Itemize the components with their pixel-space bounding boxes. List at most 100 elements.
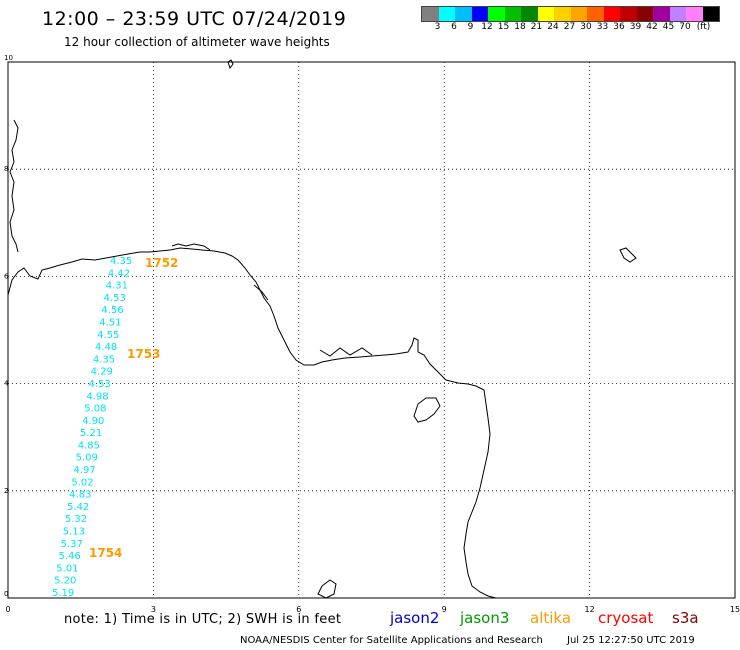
wave-height-label: 5.19 [52, 588, 74, 599]
wave-height-label: 5.01 [56, 563, 78, 574]
wave-height-label: 5.02 [71, 477, 93, 488]
legend-swatch [504, 7, 521, 21]
legend-label: 36 [613, 22, 625, 32]
wave-height-label: 5.08 [84, 404, 106, 415]
wave-height-label: 5.21 [80, 428, 102, 439]
wave-height-label: 5.42 [67, 502, 89, 513]
wave-height-label: 4.53 [89, 379, 111, 390]
cuba-islet [317, 579, 337, 599]
wave-height-label: 4.90 [82, 416, 104, 427]
satellite-altika: altika [530, 609, 572, 627]
legend-label: 33 [596, 22, 609, 32]
coastline-florida-bend [9, 119, 19, 253]
x-tick-label: 15 [730, 605, 740, 614]
legend-swatch [537, 7, 554, 21]
y-tick-label: 8 [4, 165, 8, 173]
legend-swatch [554, 7, 571, 21]
legend-label: 24 [547, 22, 559, 32]
legend-swatch [455, 7, 472, 21]
wave-height-label: 4.97 [73, 465, 95, 476]
satellite-s3a: s3a [672, 609, 699, 627]
legend-swatch [620, 7, 637, 21]
y-tick-label: 0 [4, 590, 8, 598]
small-island-top [227, 59, 234, 70]
pass-time-label: 1754 [89, 546, 122, 560]
legend-label: 27 [563, 22, 576, 32]
legend-swatch [603, 7, 620, 21]
wave-height-label: 4.55 [97, 330, 119, 341]
chart-title: 12:00 – 23:59 UTC 07/24/2019 [42, 8, 347, 30]
legend-swatch [636, 7, 653, 21]
pass-time-label: 1753 [127, 347, 160, 361]
satellite-jason2: jason2 [390, 609, 440, 627]
legend-label: 42 [646, 22, 658, 32]
legend-swatch [653, 7, 670, 21]
x-tick-label: 0 [5, 605, 10, 614]
wave-height-label: 5.37 [61, 539, 83, 550]
footnote: note: 1) Time is in UTC; 2) SWH is in fe… [64, 612, 342, 627]
pass-time-label: 1752 [145, 256, 178, 270]
y-tick-label: 10 [4, 54, 13, 62]
wave-height-label: 5.20 [54, 576, 76, 587]
wave-height-label: 4.53 [104, 293, 126, 304]
time-labels: 1752 1753 1754 [89, 256, 178, 560]
legend-label: 39 [629, 22, 642, 32]
legend-swatch [422, 7, 439, 21]
wave-height-label: 4.83 [69, 490, 91, 501]
coast-notch-2 [253, 284, 269, 301]
wave-height-color-legend [421, 6, 720, 22]
legend-label: (ft) [696, 22, 711, 32]
legend-swatch [438, 7, 455, 21]
legend-label: 15 [497, 22, 510, 32]
legend-swatch [686, 7, 703, 21]
y-tick-label: 2 [4, 487, 8, 495]
x-tick-label: 6 [296, 605, 301, 614]
plot-frame [7, 61, 736, 599]
lake-okeechobee [413, 397, 441, 423]
y-tick-label: 4 [4, 380, 9, 388]
legend-label: 18 [514, 22, 526, 32]
wave-height-label: 5.09 [76, 453, 98, 464]
x-tick-label: 9 [442, 605, 447, 614]
legend-label: 3 [434, 22, 441, 32]
wave-height-label: 4.56 [101, 305, 123, 316]
x-tick-label: 12 [585, 605, 595, 614]
wave-height-label: 4.29 [91, 367, 113, 378]
wave-height-label: 4.48 [95, 342, 117, 353]
legend-label: 6 [451, 22, 457, 32]
coast-notch-3 [319, 347, 373, 357]
legend-label: 30 [580, 22, 592, 32]
altimeter-track: 4.354.424.314.534.564.514.554.484.354.29… [52, 256, 132, 599]
legend-swatch [471, 7, 488, 21]
satellite-jason3: jason3 [460, 609, 510, 627]
y-tick-label: 6 [4, 272, 9, 280]
wave-height-label: 4.31 [106, 281, 128, 292]
legend-label: 12 [481, 22, 493, 32]
legend-swatch [587, 7, 604, 21]
legend-label: 9 [467, 22, 474, 32]
coastline-left [7, 247, 497, 599]
wave-height-label: 4.35 [110, 256, 132, 267]
coast-notch-1 [171, 243, 211, 251]
legend-labels: 3 6 9 12 15 18 21 24 27 30 33 36 39 42 45 70 (ft) [421, 22, 740, 34]
chart-subtitle: 12 hour collection of altimeter wave hei… [64, 35, 330, 49]
wave-height-label: 4.85 [78, 440, 100, 451]
wave-height-label: 4.35 [93, 354, 115, 365]
wave-height-label: 5.46 [58, 551, 80, 562]
grid-lines: 0 3 6 9 12 15 0 2 4 6 8 10 [4, 54, 740, 614]
credit-timestamp: Jul 25 12:27:50 UTC 2019 [567, 635, 695, 646]
legend-swatch [702, 7, 719, 21]
small-island-right [619, 247, 637, 263]
x-tick-label: 3 [151, 605, 156, 614]
wave-height-label: 4.42 [108, 268, 130, 279]
legend-label: 21 [530, 22, 543, 32]
wave-height-label: 4.98 [86, 391, 108, 402]
wave-height-label: 4.51 [99, 317, 121, 328]
coastline [7, 59, 637, 599]
legend-label: 70 [679, 22, 691, 32]
legend-swatch [488, 7, 505, 21]
legend-swatch [521, 7, 538, 21]
plot-border [7, 61, 736, 599]
satellite-cryosat: cryosat [598, 609, 654, 627]
